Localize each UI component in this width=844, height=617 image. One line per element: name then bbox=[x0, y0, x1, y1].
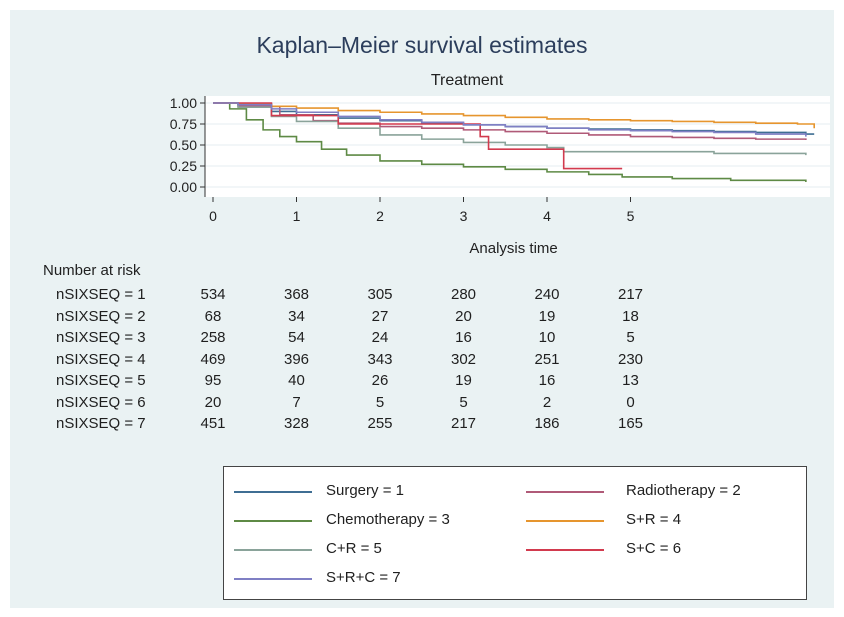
risk-cell: 328 bbox=[283, 415, 310, 432]
x-axis-label: Analysis time bbox=[469, 240, 557, 257]
legend-label: Chemotherapy = 3 bbox=[326, 511, 450, 528]
risk-cell: 95 bbox=[204, 372, 222, 389]
risk-cell: 469 bbox=[200, 350, 226, 368]
risk-cell: 343 bbox=[367, 350, 393, 368]
risk-cell: 34 bbox=[288, 307, 305, 325]
risk-cell: 217 bbox=[617, 286, 644, 303]
x-tick-label: 1 bbox=[293, 208, 301, 224]
risk-row: nSIXSEQ = 2 68 34 27 20 19 18 bbox=[10, 308, 834, 328]
risk-cell: 258 bbox=[200, 329, 226, 346]
x-tick-label: 2 bbox=[376, 208, 384, 224]
risk-cell: 10 bbox=[538, 329, 556, 346]
risk-cell: 251 bbox=[534, 350, 560, 368]
risk-cell: 217 bbox=[450, 415, 477, 432]
y-tick-label: 0.50 bbox=[170, 137, 197, 153]
risk-cell: 186 bbox=[534, 415, 560, 432]
risk-cell: 68 bbox=[204, 307, 222, 325]
legend-swatch bbox=[526, 491, 604, 493]
y-tick-label: 0.75 bbox=[170, 116, 197, 132]
risk-cell: 280 bbox=[450, 286, 477, 303]
y-tick-label: 1.00 bbox=[170, 95, 197, 111]
risk-cell: 24 bbox=[371, 329, 389, 346]
x-tick-label: 3 bbox=[460, 208, 468, 224]
legend-label: Radiotherapy = 2 bbox=[626, 482, 741, 499]
risk-cell: 20 bbox=[204, 393, 222, 411]
y-tick-label: 0.00 bbox=[170, 179, 197, 195]
risk-row: nSIXSEQ = 6 20 7 5 5 2 0 bbox=[10, 394, 834, 414]
plot-background bbox=[205, 96, 830, 197]
legend-swatch bbox=[234, 549, 312, 551]
legend-label: C+R = 5 bbox=[326, 540, 382, 557]
risk-cell: 40 bbox=[288, 372, 305, 389]
risk-cell: 534 bbox=[200, 286, 226, 303]
risk-row-label: nSIXSEQ = 2 bbox=[56, 307, 146, 325]
legend-swatch bbox=[234, 491, 312, 493]
risk-cell: 13 bbox=[622, 372, 639, 389]
risk-cell: 5 bbox=[626, 329, 635, 346]
chart-title: Kaplan–Meier survival estimates bbox=[256, 32, 588, 58]
risk-cell: 20 bbox=[455, 307, 472, 325]
risk-row: nSIXSEQ = 1 534 368 305 280 240 217 bbox=[10, 286, 834, 306]
risk-cell: 240 bbox=[534, 286, 560, 303]
risk-cell: 302 bbox=[450, 350, 477, 368]
risk-cell: 255 bbox=[367, 415, 393, 432]
risk-cell: 165 bbox=[617, 415, 644, 432]
plot-area: 1.00 0.75 0.50 0.25 0.00 0 1 2 3 4 5 Analysis time bbox=[170, 95, 830, 257]
risk-row-label: nSIXSEQ = 7 bbox=[56, 415, 146, 432]
risk-cell: 5 bbox=[375, 393, 385, 411]
risk-cell: 451 bbox=[200, 415, 226, 432]
risk-cell: 54 bbox=[288, 329, 305, 346]
risk-cell: 5 bbox=[459, 393, 468, 411]
chart-subtitle: Treatment bbox=[430, 72, 504, 89]
series-line-c+r bbox=[213, 102, 807, 156]
risk-cell: 396 bbox=[283, 350, 310, 368]
risk-row-label: nSIXSEQ = 6 bbox=[56, 393, 146, 411]
risk-row: nSIXSEQ = 3 258 54 24 16 10 5 bbox=[10, 329, 834, 349]
x-tick-label: 5 bbox=[627, 208, 635, 224]
risk-row-label: nSIXSEQ = 3 bbox=[56, 329, 146, 346]
risk-cell: 16 bbox=[538, 372, 556, 389]
risk-cell: 18 bbox=[622, 307, 639, 325]
risk-row: nSIXSEQ = 7 451 328 255 217 186 165 bbox=[10, 415, 834, 435]
legend-label: S+R+C = 7 bbox=[326, 569, 401, 586]
risk-cell: 2 bbox=[542, 393, 552, 411]
legend-swatch bbox=[234, 520, 312, 522]
legend-label: S+R = 4 bbox=[626, 511, 682, 528]
y-tick-label: 0.25 bbox=[170, 158, 197, 174]
risk-cell: 19 bbox=[455, 372, 472, 389]
risk-table-title: Number at risk bbox=[43, 262, 141, 279]
risk-row-label: nSIXSEQ = 4 bbox=[56, 350, 146, 368]
legend: Surgery = 1 Radiotherapy = 2 Chemotherapy … bbox=[223, 466, 807, 600]
legend-label: S+C = 6 bbox=[626, 540, 682, 557]
risk-cell: 27 bbox=[371, 307, 389, 325]
risk-row: nSIXSEQ = 5 95 40 26 19 16 13 bbox=[10, 372, 834, 392]
risk-cell: 19 bbox=[538, 307, 556, 325]
risk-cell: 0 bbox=[626, 393, 635, 411]
series-line-s+r bbox=[213, 102, 815, 129]
risk-cell: 305 bbox=[367, 286, 393, 303]
x-tick-label: 0 bbox=[209, 208, 217, 224]
risk-row-label: nSIXSEQ = 5 bbox=[56, 372, 146, 389]
series-line-radiotherapy bbox=[213, 102, 807, 140]
risk-cell: 7 bbox=[292, 393, 301, 411]
x-tick-label: 4 bbox=[543, 208, 551, 224]
chart-panel: Kaplan–Meier survival estimates Treatmen… bbox=[10, 10, 834, 608]
legend-swatch bbox=[526, 549, 604, 551]
legend-swatch bbox=[526, 520, 604, 522]
series-line-s+c bbox=[213, 102, 623, 170]
series-line-s+r+c bbox=[213, 102, 807, 137]
legend-label: Surgery = 1 bbox=[326, 482, 404, 499]
risk-cell: 16 bbox=[455, 329, 472, 346]
risk-cell: 368 bbox=[283, 286, 310, 303]
risk-row: nSIXSEQ = 4 469 396 343 302 251 230 bbox=[10, 351, 834, 371]
series-line-chemotherapy bbox=[213, 102, 807, 182]
risk-cell: 230 bbox=[617, 350, 644, 368]
risk-row-label: nSIXSEQ = 1 bbox=[56, 286, 146, 303]
legend-swatch bbox=[234, 578, 312, 580]
risk-cell: 26 bbox=[371, 372, 389, 389]
